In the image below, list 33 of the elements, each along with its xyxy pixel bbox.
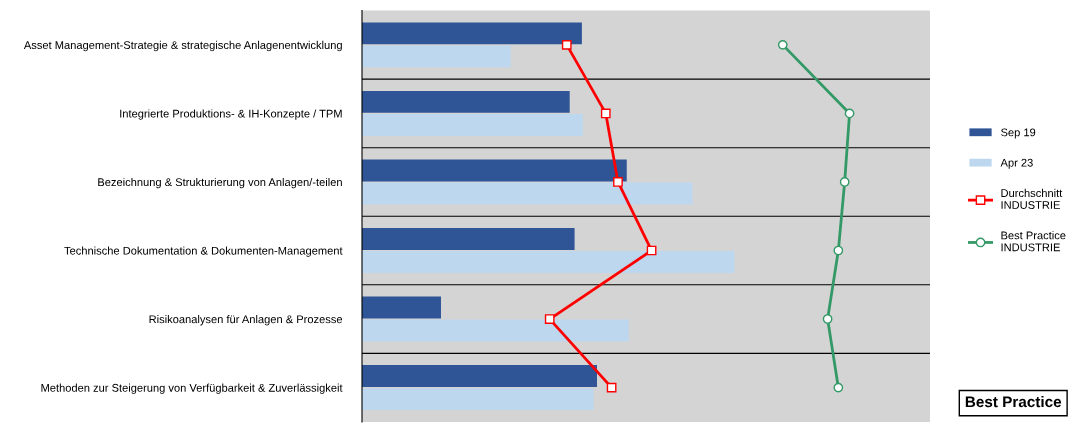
bar (362, 113, 583, 136)
bar (362, 365, 597, 388)
bar (362, 388, 594, 411)
legend-label: Best Practice INDUSTRIE (1001, 231, 1066, 252)
bar (362, 90, 570, 113)
y-tick-label: Asset Management-Strategie & strategische Anlagenentwicklung (23, 40, 342, 52)
bar (362, 22, 582, 45)
point (544, 314, 555, 324)
point (600, 108, 611, 119)
point (833, 382, 844, 393)
point (833, 245, 844, 256)
bar (362, 182, 693, 205)
point (777, 40, 788, 50)
y-tick-label: Risikoanalysen für Anlagen & Prozesse (149, 315, 343, 326)
y-tick-label: Methoden zur Steigerung von Verfügbarkeit & Zuverlässigkeit (41, 383, 343, 394)
bar (362, 45, 511, 68)
legend-label: Sep 19 (1001, 128, 1036, 139)
y-tick-label: Integrierte Produktions- & IH-Konzepte / TPM (120, 109, 342, 120)
bar (362, 319, 629, 342)
point (822, 314, 833, 324)
legend-label: Apr 23 (1000, 158, 1033, 169)
bar (362, 228, 575, 250)
bar (362, 251, 735, 273)
bar (362, 159, 627, 182)
y-tick-label: Bezeichnung & Strukturierung von Anlagen/-teilen (98, 177, 342, 189)
y-tick-label: Technische Dokumentation & Dokumenten-Management (64, 246, 343, 257)
point (613, 177, 623, 187)
legend-label: Durchschnitt INDUSTRIE (1001, 188, 1063, 209)
point (839, 177, 850, 187)
point (561, 40, 572, 50)
bar (362, 296, 441, 319)
text: Best Practice (965, 395, 1062, 408)
point (844, 108, 855, 119)
